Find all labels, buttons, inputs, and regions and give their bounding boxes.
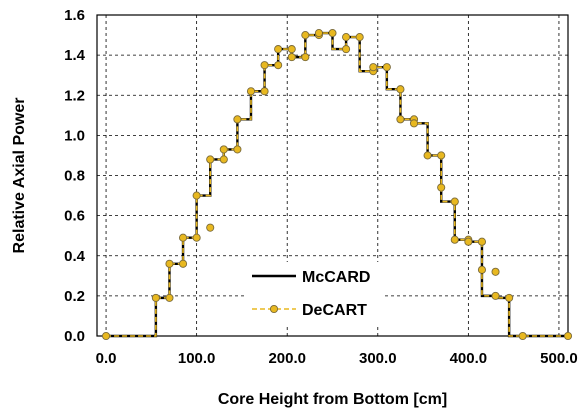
data-point-decart-15	[260, 87, 269, 96]
data-point-decart-45	[491, 291, 500, 300]
y-tick-label-1: 0.2	[64, 288, 85, 305]
x-tick-label-2: 200.0	[268, 350, 306, 367]
data-point-decart-25	[328, 29, 337, 38]
legend-label-mccard: McCARD	[302, 269, 370, 286]
y-axis-title: Relative Axial Power	[11, 98, 28, 254]
x-axis-title: Core Height from Bottom [cm]	[218, 391, 447, 408]
data-point-decart-12	[233, 145, 242, 154]
data-point-decart-8	[206, 223, 215, 232]
data-point-decart-28	[355, 33, 364, 42]
data-point-decart-18	[274, 45, 283, 54]
data-point-decart-42	[464, 237, 473, 246]
data-point-decart-21	[301, 53, 310, 62]
data-point-decart-27	[342, 33, 351, 42]
y-tick-label-0: 0.0	[64, 328, 85, 345]
data-point-decart-30	[369, 63, 378, 72]
x-axis-ticks: 0.0 100.0 200.0 300.0 400.0 500.0	[96, 350, 578, 367]
x-tick-label-0: 0.0	[96, 350, 117, 367]
data-point-decart-16	[260, 61, 269, 70]
data-point-decart-38	[437, 183, 446, 192]
legend: McCARD DeCART	[246, 262, 382, 324]
data-point-decart-22	[301, 31, 310, 40]
data-point-decart-32	[396, 85, 405, 94]
legend-background	[246, 262, 382, 324]
y-tick-label-5: 1.0	[64, 127, 85, 144]
data-point-decart-4	[178, 259, 188, 268]
data-point-decart-35	[409, 119, 419, 128]
x-tick-label-4: 400.0	[450, 350, 488, 367]
data-point-decart-6	[192, 233, 201, 242]
legend-label-decart: DeCART	[302, 302, 367, 319]
data-point-decart-36	[423, 151, 432, 160]
data-point-decart-19	[287, 45, 296, 54]
y-tick-label-7: 1.4	[64, 47, 86, 64]
data-point-decart-47	[505, 293, 514, 302]
data-point-decart-11	[219, 145, 228, 154]
x-tick-label-5: 500.0	[540, 350, 578, 367]
y-tick-label-4: 0.8	[64, 168, 85, 185]
series-layer	[102, 29, 573, 341]
data-point-decart-5	[178, 233, 188, 242]
data-point-decart-39	[450, 197, 459, 206]
data-point-decart-40	[450, 235, 459, 244]
data-point-decart-17	[274, 61, 283, 70]
data-point-decart-46	[491, 267, 500, 276]
data-point-decart-49	[563, 331, 573, 341]
data-point-decart-26	[342, 45, 351, 54]
x-tick-label-3: 300.0	[359, 350, 397, 367]
data-point-decart-37	[437, 151, 446, 160]
y-tick-label-6: 1.2	[64, 87, 85, 104]
data-point-decart-1	[151, 293, 160, 302]
data-point-decart-43	[477, 237, 487, 246]
y-tick-label-8: 1.6	[64, 7, 85, 24]
data-point-decart-44	[477, 265, 487, 274]
x-tick-label-1: 100.0	[178, 350, 216, 367]
data-point-decart-3	[165, 259, 174, 268]
series-line-decart	[106, 32, 568, 337]
data-point-decart-0	[102, 331, 111, 341]
data-point-decart-10	[219, 155, 228, 164]
data-point-decart-9	[206, 155, 215, 164]
y-axis-ticks: 0.0 0.2 0.4 0.6 0.8 1.0 1.2 1.4 1.6	[64, 7, 86, 345]
data-point-decart-13	[233, 115, 242, 124]
data-point-decart-7	[192, 191, 201, 200]
data-point-decart-14	[246, 87, 256, 96]
data-point-decart-20	[287, 53, 296, 62]
data-point-decart-48	[518, 331, 527, 341]
legend-marker-decart	[269, 304, 279, 314]
data-point-decart-33	[396, 115, 405, 124]
plot-frame	[96, 14, 569, 337]
y-tick-label-3: 0.6	[64, 208, 85, 225]
data-point-decart-2	[165, 293, 174, 302]
y-tick-label-2: 0.4	[64, 248, 86, 265]
data-point-decart-24	[314, 29, 323, 38]
data-point-decart-31	[382, 63, 391, 72]
